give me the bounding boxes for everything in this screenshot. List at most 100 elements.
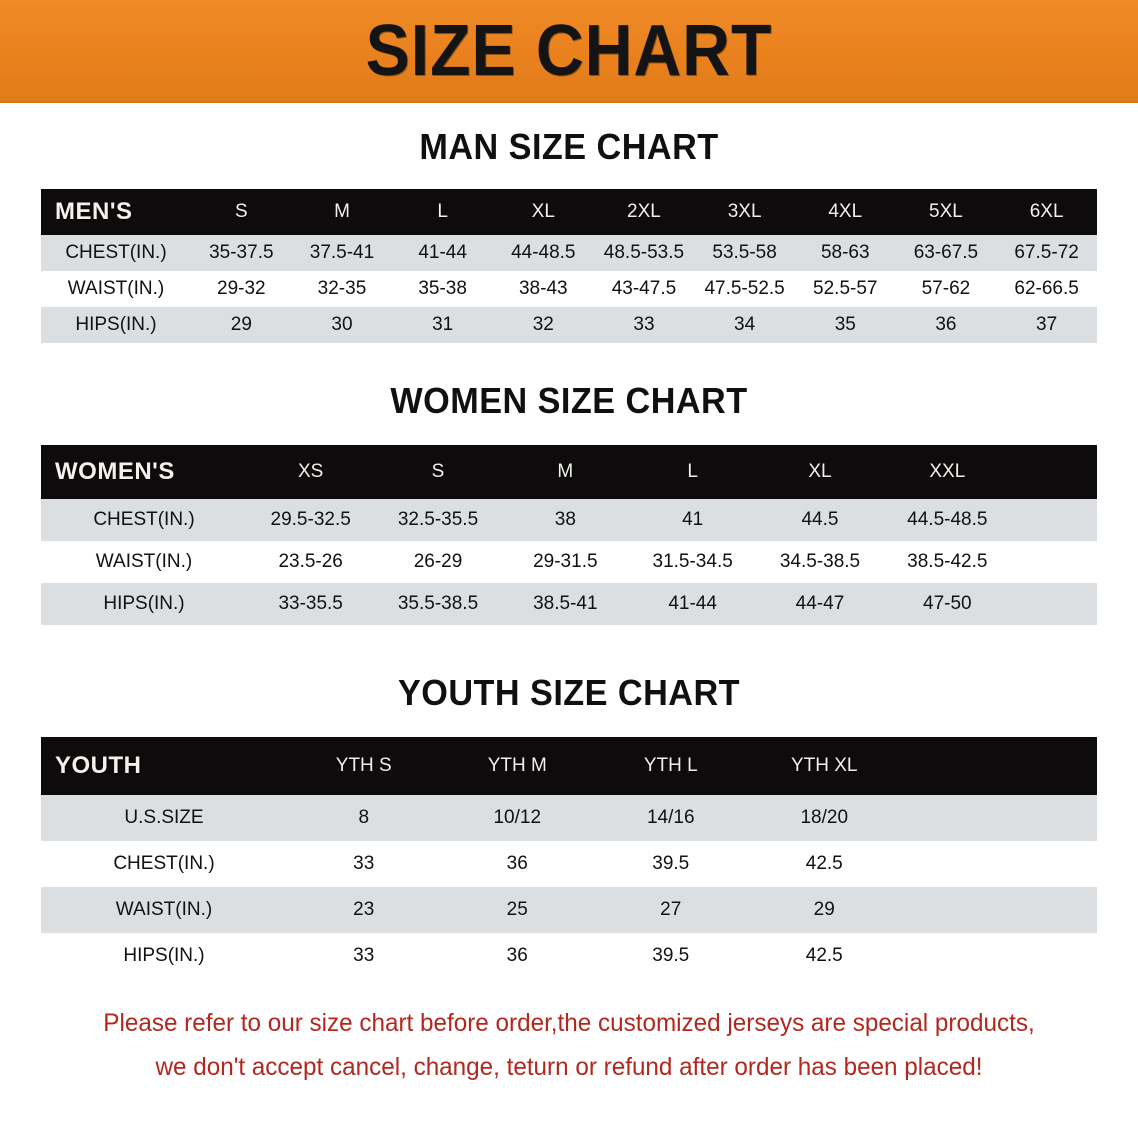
men-cell: 36	[895, 307, 997, 343]
men-cell: 58-63	[794, 235, 896, 271]
men-cell: 62-66.5	[996, 271, 1097, 307]
youth-cell: 33	[287, 841, 441, 887]
men-cell: 33	[593, 307, 695, 343]
youth-cell: 33	[287, 933, 441, 979]
men-cell: 35	[794, 307, 896, 343]
youth-table-wrap: YOUTH YTH S YTH M YTH L YTH XL U.S.SIZE 8 10/1…	[0, 737, 1138, 979]
men-table-head: MEN'S S M L XL 2XL 3XL 4XL 5XL 6XL	[41, 189, 1097, 235]
women-cell: 41-44	[628, 583, 757, 625]
women-corner-label: WOMEN'S	[55, 458, 175, 485]
footer-note: Please refer to our size chart before or…	[17, 1001, 1121, 1089]
women-cell: 47-50	[883, 583, 1011, 625]
women-cell-spacer	[1011, 499, 1097, 541]
youth-row-label: U.S.SIZE	[41, 795, 287, 841]
youth-column-header: YTH M	[487, 755, 547, 776]
men-cell: 41-44	[392, 235, 493, 271]
women-table-row: CHEST(IN.) 29.5-32.5 32.5-35.5 38 41 44.5 44.5…	[41, 499, 1097, 541]
women-size-table: WOMEN'S XS S M L XL XXL CHEST(IN.) 29.5-32.5 32.…	[41, 445, 1097, 625]
women-cell: 31.5-34.5	[628, 541, 757, 583]
section-title-youth: YOUTH SIZE CHART	[397, 672, 740, 713]
youth-cell: 29	[747, 887, 901, 933]
men-cell: 37	[996, 307, 1097, 343]
men-cell: 35-38	[392, 271, 493, 307]
women-column-header: XXL	[929, 461, 966, 482]
women-cell: 29.5-32.5	[247, 499, 375, 541]
women-cell-spacer	[1011, 583, 1097, 625]
men-cell: 53.5-58	[694, 235, 795, 271]
women-row-label: WAIST(IN.)	[41, 541, 247, 583]
men-column-header: 6XL	[1029, 201, 1064, 222]
women-row-label: HIPS(IN.)	[41, 583, 247, 625]
youth-cell: 42.5	[747, 933, 901, 979]
women-table-row: HIPS(IN.) 33-35.5 35.5-38.5 38.5-41 41-44 44-…	[41, 583, 1097, 625]
women-cell: 26-29	[374, 541, 502, 583]
footer-note-line-2: we don't accept cancel, change, teturn o…	[155, 1053, 983, 1081]
women-cell: 34.5-38.5	[756, 541, 884, 583]
men-column-header: L	[437, 201, 448, 222]
youth-table-row: WAIST(IN.) 23 25 27 29	[41, 887, 1097, 933]
youth-cell-spacer	[901, 933, 1097, 979]
men-cell: 31	[392, 307, 493, 343]
men-row-label: CHEST(IN.)	[41, 235, 191, 271]
banner: SIZE CHART	[0, 0, 1138, 103]
men-cell: 35-37.5	[191, 235, 292, 271]
women-row-label: CHEST(IN.)	[41, 499, 247, 541]
youth-table-row: CHEST(IN.) 33 36 39.5 42.5	[41, 841, 1097, 887]
youth-cell-spacer	[901, 887, 1097, 933]
youth-cell-spacer	[901, 795, 1097, 841]
youth-table-row: U.S.SIZE 8 10/12 14/16 18/20	[41, 795, 1097, 841]
men-header-row: MEN'S S M L XL 2XL 3XL 4XL 5XL 6XL	[41, 189, 1097, 235]
youth-cell: 25	[440, 887, 594, 933]
women-column-header: S	[431, 461, 445, 482]
footer-note-line-1: Please refer to our size chart before or…	[103, 1009, 1035, 1037]
women-cell: 29-31.5	[501, 541, 629, 583]
women-cell-spacer	[1011, 541, 1097, 583]
youth-cell: 10/12	[440, 795, 594, 841]
men-column-header: S	[234, 201, 248, 222]
men-table-row: WAIST(IN.) 29-32 32-35 35-38 38-43 43-47.5 47.…	[41, 271, 1097, 307]
youth-column-header: YTH L	[643, 755, 698, 776]
women-header-row: WOMEN'S XS S M L XL XXL	[41, 445, 1097, 499]
men-row-label: WAIST(IN.)	[41, 271, 191, 307]
women-table-row: WAIST(IN.) 23.5-26 26-29 29-31.5 31.5-34.5 34…	[41, 541, 1097, 583]
men-size-table: MEN'S S M L XL 2XL 3XL 4XL 5XL 6XL CHEST(IN.) 35-3…	[41, 189, 1097, 343]
men-cell: 44-48.5	[492, 235, 594, 271]
men-cell: 57-62	[895, 271, 997, 307]
youth-size-table: YOUTH YTH S YTH M YTH L YTH XL U.S.SIZE 8 10/1…	[41, 737, 1097, 979]
men-cell: 32-35	[291, 271, 393, 307]
men-cell: 52.5-57	[794, 271, 896, 307]
men-column-header: 4XL	[828, 201, 863, 222]
banner-title: SIZE CHART	[365, 10, 773, 91]
men-cell: 32	[492, 307, 594, 343]
men-column-header: XL	[531, 201, 555, 222]
men-table-wrap: MEN'S S M L XL 2XL 3XL 4XL 5XL 6XL CHEST(IN.) 35-3…	[0, 189, 1138, 343]
women-cell: 32.5-35.5	[374, 499, 502, 541]
men-cell: 48.5-53.5	[593, 235, 695, 271]
women-column-header-spacer	[1011, 445, 1097, 499]
section-title-women: WOMEN SIZE CHART	[390, 380, 748, 421]
men-column-header: M	[334, 201, 350, 222]
women-cell: 33-35.5	[247, 583, 375, 625]
youth-row-label: HIPS(IN.)	[41, 933, 287, 979]
men-cell: 63-67.5	[895, 235, 997, 271]
youth-table-row: HIPS(IN.) 33 36 39.5 42.5	[41, 933, 1097, 979]
youth-column-header-spacer	[901, 737, 1097, 795]
women-cell: 23.5-26	[247, 541, 375, 583]
women-cell: 44-47	[756, 583, 884, 625]
women-column-header: XS	[297, 461, 324, 482]
men-table-row: HIPS(IN.) 29 30 31 32 33 34 35 36 37	[41, 307, 1097, 343]
men-cell: 29-32	[191, 271, 292, 307]
youth-table-body: U.S.SIZE 8 10/12 14/16 18/20 CHEST(IN.) 33 36 3…	[41, 795, 1097, 979]
youth-cell: 39.5	[594, 841, 748, 887]
youth-row-label: WAIST(IN.)	[41, 887, 287, 933]
men-cell: 43-47.5	[593, 271, 695, 307]
youth-column-header: YTH XL	[790, 755, 858, 776]
women-cell: 38.5-41	[501, 583, 629, 625]
youth-cell: 36	[440, 841, 594, 887]
men-table-body: CHEST(IN.) 35-37.5 37.5-41 41-44 44-48.5 48.5…	[41, 235, 1097, 343]
women-column-header: M	[557, 461, 574, 482]
women-column-header: L	[687, 461, 698, 482]
men-column-header: 5XL	[929, 201, 963, 222]
men-column-header: 2XL	[627, 201, 661, 222]
